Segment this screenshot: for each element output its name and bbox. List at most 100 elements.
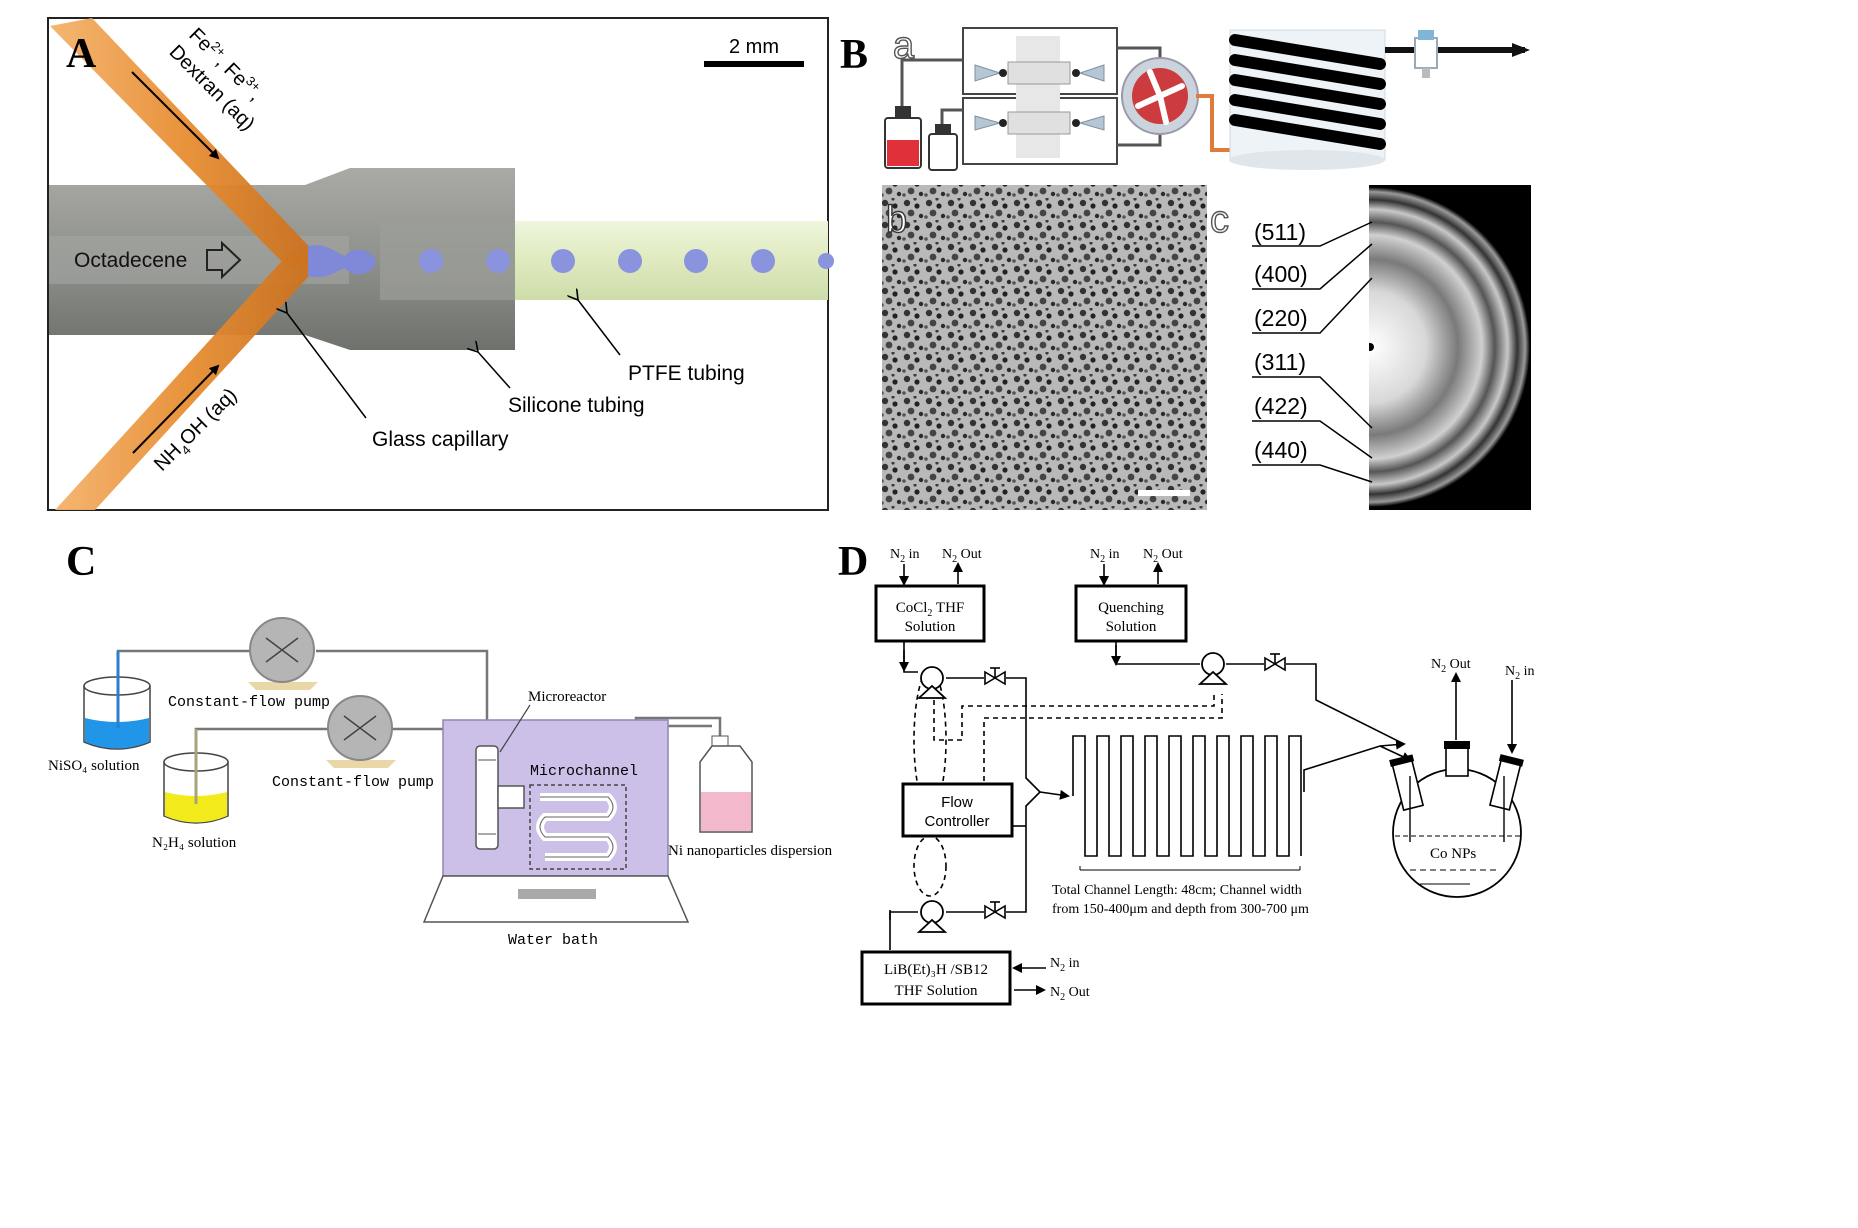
ring-index-labels: (511) (400) (220) (311) (422) (440) [1252, 219, 1373, 483]
mixer-icon [1117, 46, 1232, 152]
co-nps-label: Co NPs [1430, 846, 1476, 862]
flow-direction-icon [206, 240, 242, 280]
quench-box [1074, 584, 1188, 643]
n2-out-d: N [1050, 985, 1060, 1000]
syringe-pumps [962, 27, 1118, 165]
ptfe-callout-line [578, 300, 621, 356]
n2-port-labels: N2 in N2 Out N2 in N2 Out N2 Out N2 in N… [890, 547, 1535, 1003]
glass-callout-line [287, 313, 367, 419]
droplet-train [419, 249, 834, 273]
n2-in-d: N [1050, 956, 1060, 971]
pump-icons [916, 652, 1229, 933]
svg-text:N2 Out: N2 Out [1143, 547, 1183, 565]
n2h4-beaker [163, 729, 229, 824]
ring-label-220: (220) [1254, 305, 1308, 331]
water-bath-label: Water bath [508, 932, 598, 949]
reagent-bottles [884, 58, 963, 171]
droplet [818, 253, 834, 269]
niso4-label: NiSO₄ solution [48, 758, 140, 774]
n2-in-c: N [1505, 664, 1515, 679]
svg-text:N2 Out: N2 Out [942, 547, 982, 565]
quench-label-line1: Quenching [1098, 600, 1164, 616]
constant-flow-pump-2 [326, 695, 396, 768]
svg-text:N2 in: N2 in [1505, 664, 1535, 682]
cocl2-box [874, 584, 986, 643]
cocl2-label-line2: Solution [905, 619, 956, 635]
ni-nanoparticle-bottle [699, 735, 753, 833]
droplet [486, 249, 510, 273]
octadecene-label: Octadecene [74, 249, 187, 272]
channel-spec-line1: Total Channel Length: 48cm; Channel widt… [1052, 883, 1302, 898]
tem-micrograph [882, 185, 1207, 510]
panel-b: B a [840, 24, 1531, 510]
sub-a-letter: a [893, 25, 915, 67]
three-neck-flask [1389, 741, 1524, 898]
saed-rings [1369, 187, 1530, 507]
ni-np-label: Ni nanoparticles dispersion [668, 843, 833, 859]
panel-a-letter: A [66, 31, 97, 77]
figure-canvas: 2 mm A Fe2+, Fe3+, Dextran (aq) NH4OH (a… [47, 17, 1535, 1006]
tem-scale-bar [1138, 490, 1190, 496]
pump1-label: Constant-flow pump [168, 694, 330, 711]
bottom-inflow-arrow [132, 364, 220, 454]
panel-c-letter: C [66, 539, 96, 585]
n2-out-c: N [1431, 657, 1441, 672]
panel-d: D N2 in N2 Out N2 in N2 Out N2 Out N2 in… [838, 539, 1535, 1006]
silicone-callout-line [478, 352, 511, 389]
sub-b-letter: b [886, 199, 907, 241]
constant-flow-pump-1 [248, 617, 318, 690]
water-bath [422, 719, 690, 923]
flow-controller-line2: Controller [924, 813, 989, 830]
ring-label-440: (440) [1254, 437, 1308, 463]
pump2-label: Constant-flow pump [272, 774, 434, 791]
flow-controller-box [901, 782, 1014, 838]
top-inflow-arrow [131, 71, 220, 160]
panel-a: 2 mm A Fe2+, Fe3+, Dextran (aq) NH4OH (a… [47, 17, 834, 511]
forming-droplet [308, 245, 376, 278]
droplet [551, 249, 575, 273]
orange-tube-top [50, 18, 320, 270]
microreactor-callout [499, 704, 531, 753]
glass-label: Glass capillary [372, 428, 509, 451]
scale-bar-label: 2 mm [729, 36, 779, 58]
silicone-label: Silicone tubing [508, 394, 645, 417]
microchannel-label: Microchannel [530, 763, 638, 780]
microreactor-label: Microreactor [528, 689, 606, 705]
n2-out-a: N [942, 547, 952, 562]
ring-label-400: (400) [1254, 261, 1308, 287]
svg-text:N2 Out: N2 Out [1050, 985, 1090, 1003]
niso4-beaker [83, 651, 151, 750]
orange-tube-bottom [55, 252, 320, 510]
droplet [419, 249, 443, 273]
panel-b-letter: B [840, 32, 868, 78]
cocl2-label-line1: CoCl2 THF [896, 600, 965, 619]
panel-d-letter: D [838, 539, 868, 585]
svg-text:N2 in: N2 in [1090, 547, 1120, 565]
svg-text:N2 Out: N2 Out [1431, 657, 1471, 675]
n2-in-b: N [1090, 547, 1100, 562]
n2-in-a: N [890, 547, 900, 562]
coil-reactor [1229, 29, 1530, 170]
lib-label-line2: THF Solution [895, 983, 978, 999]
droplet [618, 249, 642, 273]
svg-text:N2 in: N2 in [890, 547, 920, 565]
panel-d-lines [889, 562, 1517, 995]
droplet [684, 249, 708, 273]
ring-label-511: (511) [1254, 219, 1306, 245]
valve-icons [984, 653, 1286, 920]
ptfe-label: PTFE tubing [628, 362, 745, 385]
ring-label-311: (311) [1254, 349, 1306, 375]
lib-box [860, 950, 1012, 1006]
svg-text:N2 in: N2 in [1050, 956, 1080, 974]
sub-c-letter: c [1210, 199, 1229, 241]
n2h4-label: N₂H₄ solution [152, 835, 237, 851]
channel-spec-line2: from 150-400μm and depth from 300-700 μm [1052, 902, 1309, 917]
ring-label-422: (422) [1254, 393, 1308, 419]
quench-label-line2: Solution [1106, 619, 1157, 635]
scale-bar [704, 61, 804, 67]
panel-c: C Constant-flow pump Constant-flow pump [48, 539, 833, 949]
lib-label-line1: LiB(Et)₃H /SB12 [884, 962, 988, 978]
flow-controller-line1: Flow [941, 794, 973, 811]
droplet [751, 249, 775, 273]
n2-out-b: N [1143, 547, 1153, 562]
